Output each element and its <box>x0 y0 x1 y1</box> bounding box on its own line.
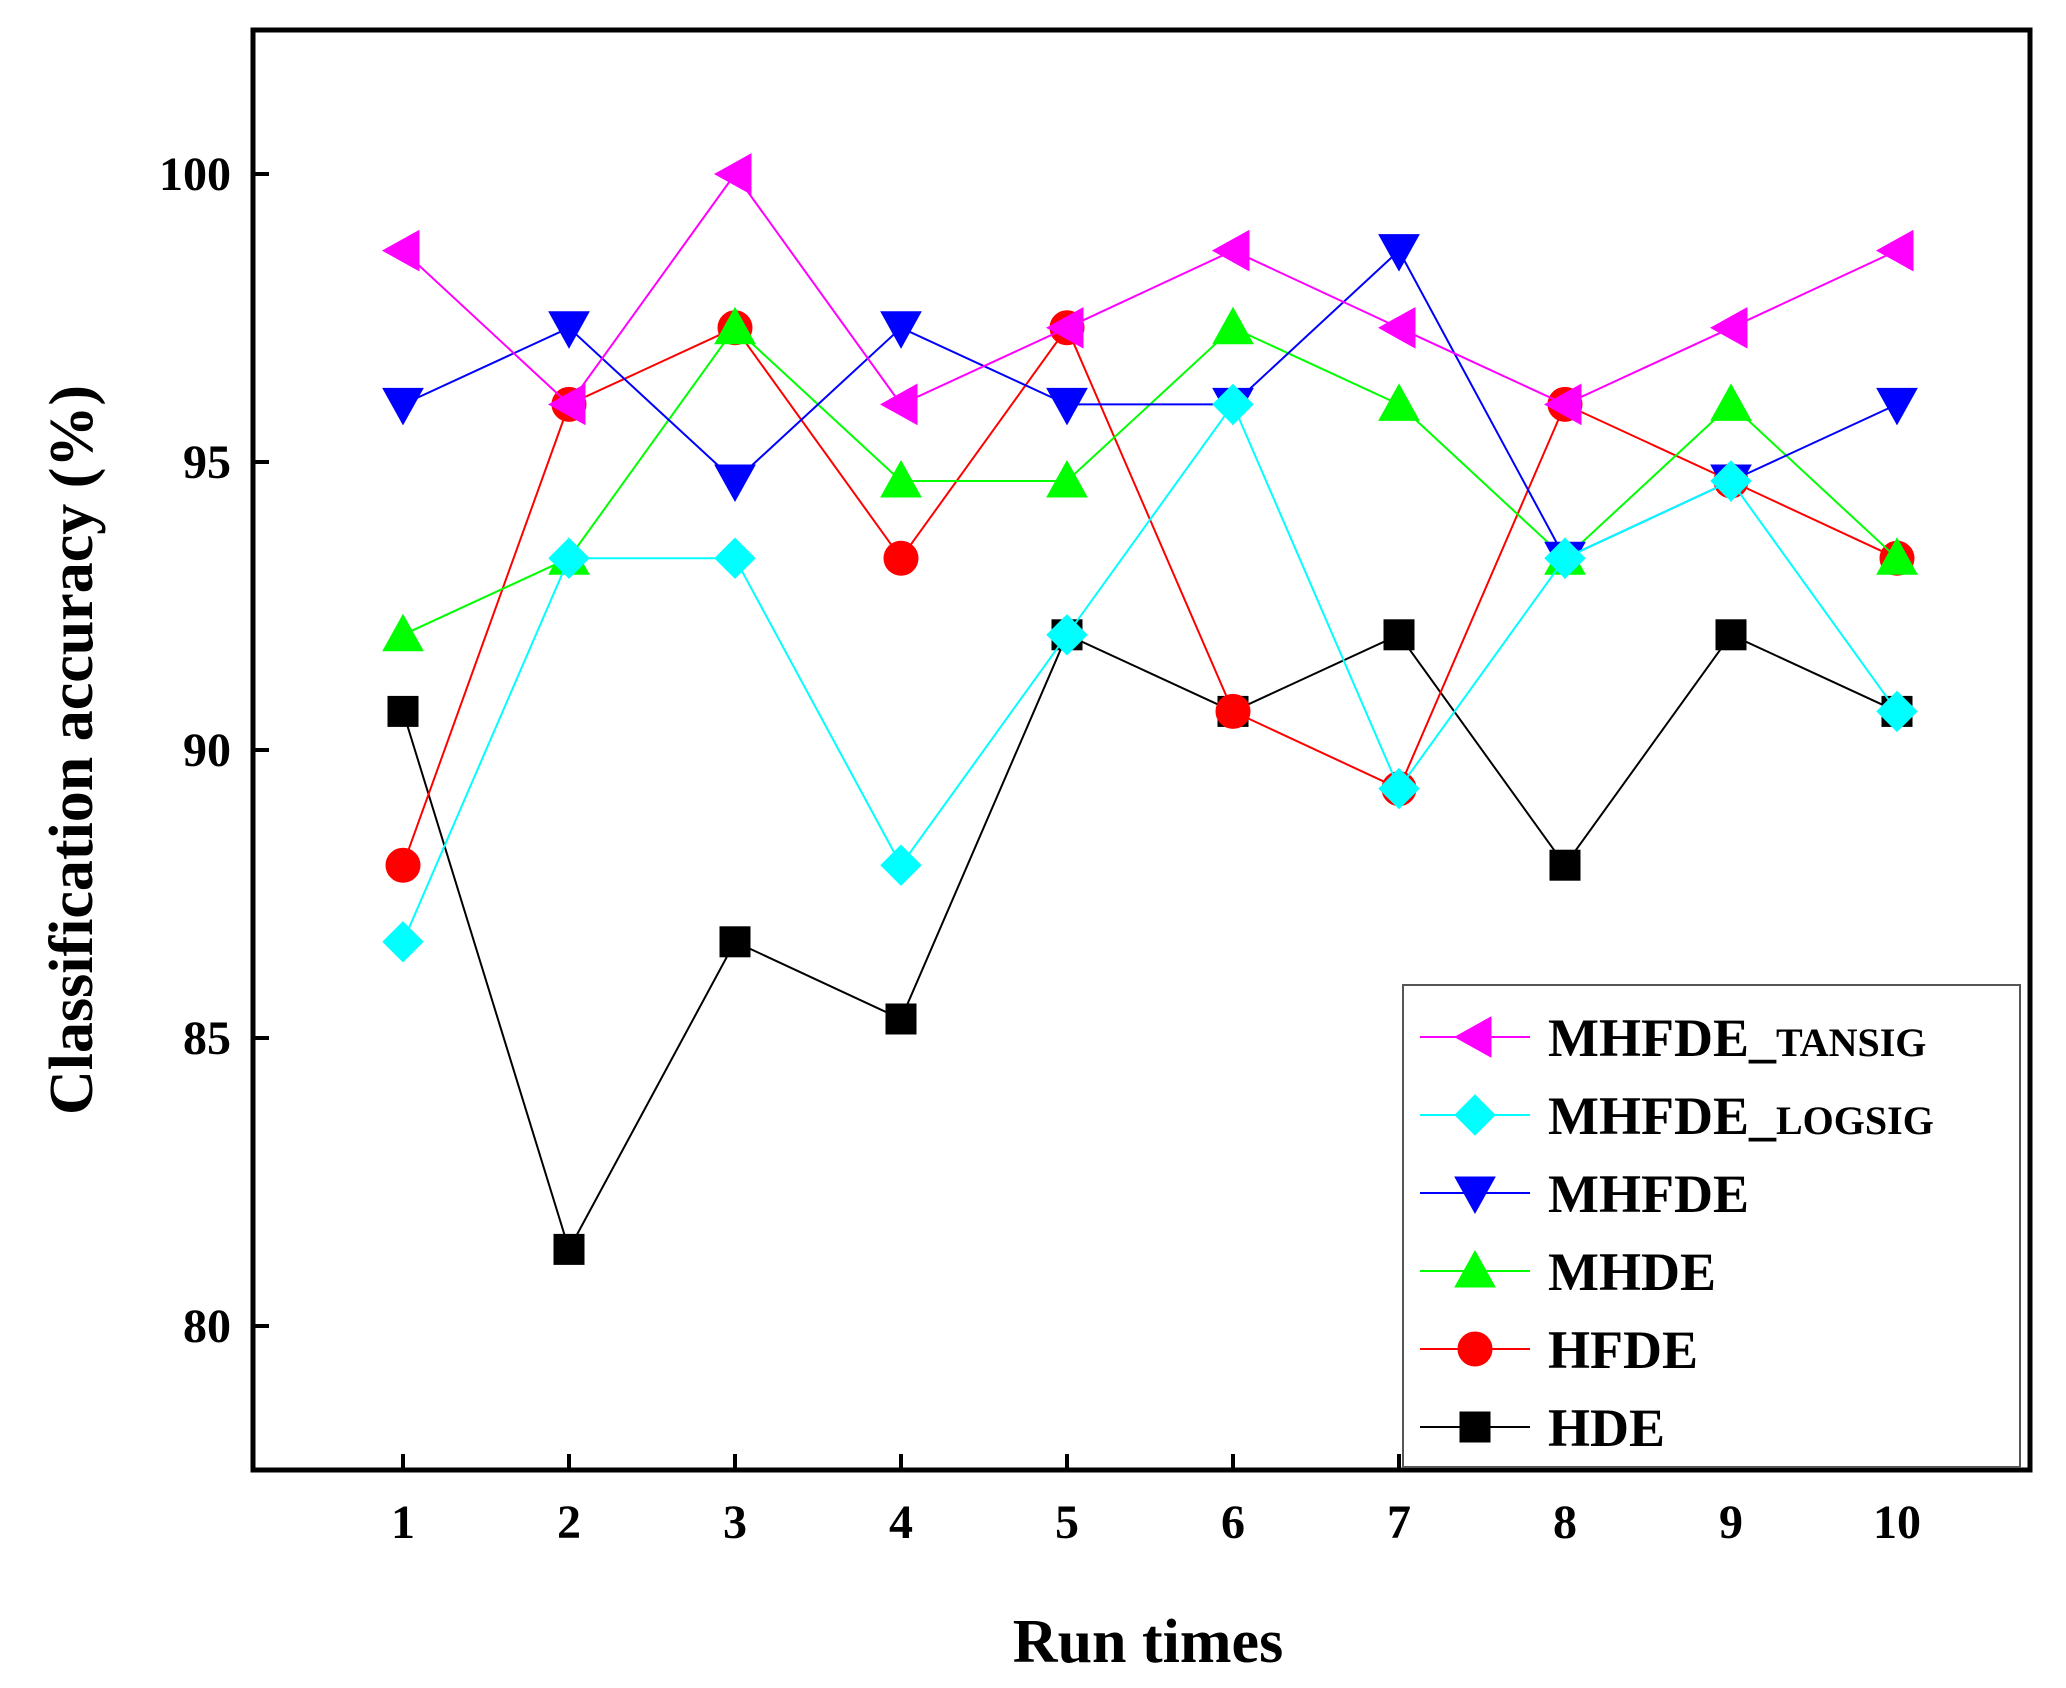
data-point <box>1715 619 1747 651</box>
data-point <box>547 383 586 426</box>
data-point <box>1046 459 1088 498</box>
y-tick-label: 80 <box>183 1300 231 1353</box>
data-point <box>880 311 922 349</box>
data-point <box>714 306 756 345</box>
data-point <box>381 229 420 272</box>
data-point <box>1876 387 1918 426</box>
series-line <box>402 633 1898 1252</box>
series-mhfde-tansig <box>381 153 1914 426</box>
legend-box <box>1402 984 2021 1468</box>
data-point <box>1046 387 1088 426</box>
x-tick-label: 6 <box>1221 1496 1245 1549</box>
x-tick-label: 10 <box>1873 1496 1921 1549</box>
x-axis: 1 2 3 4 5 6 7 8 9 10 <box>391 1454 1921 1549</box>
data-point <box>879 383 918 426</box>
data-point <box>880 459 922 498</box>
data-point <box>1549 849 1581 881</box>
legend-marker <box>1459 1411 1491 1443</box>
series-layer <box>381 153 1918 1265</box>
x-tick-label: 4 <box>889 1496 913 1549</box>
legend-item: HFDE <box>1420 1320 1698 1380</box>
x-tick-label: 1 <box>391 1496 415 1549</box>
x-tick-label: 7 <box>1387 1496 1411 1549</box>
data-point <box>385 847 421 883</box>
data-point <box>548 311 590 349</box>
data-point <box>719 926 751 958</box>
data-point <box>382 613 424 652</box>
legend-item: MHFDE_LOGSIG <box>1420 1086 1934 1146</box>
data-point <box>553 1233 585 1265</box>
legend-label: MHFDE <box>1548 1164 1749 1224</box>
x-tick-label: 3 <box>723 1496 747 1549</box>
data-point <box>1211 229 1250 272</box>
y-tick-label: 85 <box>183 1012 231 1065</box>
data-point <box>1710 460 1752 502</box>
data-point <box>1215 693 1251 729</box>
legend-label-main: HDE <box>1548 1398 1665 1458</box>
data-point <box>1710 383 1752 421</box>
data-point <box>1709 306 1748 349</box>
legend-label: HDE <box>1548 1398 1665 1458</box>
data-point <box>883 540 919 576</box>
legend-item: HDE <box>1420 1398 1665 1458</box>
x-tick-label: 9 <box>1719 1496 1743 1549</box>
legend-label-sub: LOGSIG <box>1776 1098 1934 1143</box>
legend-marker <box>1454 1249 1496 1288</box>
series-line <box>402 402 1898 943</box>
x-tick-label: 5 <box>1055 1496 1079 1549</box>
data-point <box>1378 383 1420 421</box>
legend-item: MHFDE <box>1420 1164 1749 1224</box>
data-point <box>548 537 590 579</box>
y-tick-label: 100 <box>159 148 231 201</box>
y-tick-label: 90 <box>183 724 231 777</box>
data-point <box>382 921 424 963</box>
legend-marker <box>1453 1016 1492 1058</box>
data-point <box>1543 383 1582 426</box>
data-point <box>1383 619 1415 651</box>
data-point <box>1875 229 1914 272</box>
legend-label-main: HFDE <box>1548 1320 1698 1380</box>
data-point <box>713 153 752 195</box>
y-axis-title: Classification accuracy (%) <box>38 385 106 1115</box>
legend-marker <box>1454 1176 1496 1215</box>
legend-label-main: MHFDE_ <box>1548 1008 1777 1068</box>
legend-label-main: MHFDE_ <box>1548 1086 1777 1146</box>
legend-label: MHDE <box>1548 1242 1716 1302</box>
legend-label: MHFDE_TANSIG <box>1548 1008 1926 1068</box>
data-point <box>714 464 756 503</box>
series-mhfde-logsig <box>382 383 1918 963</box>
data-point <box>1378 234 1420 272</box>
data-point <box>1544 537 1586 579</box>
x-tick-label: 2 <box>557 1496 581 1549</box>
data-point <box>382 387 424 426</box>
legend-label: HFDE <box>1548 1320 1698 1380</box>
x-axis-title: Run times <box>1013 1608 1283 1676</box>
data-point <box>714 537 756 579</box>
data-point <box>387 695 419 727</box>
legend-item: MHDE <box>1420 1242 1716 1302</box>
data-point <box>1377 306 1416 349</box>
legend-marker <box>1457 1331 1493 1367</box>
data-point <box>1876 690 1918 733</box>
x-tick-label: 8 <box>1553 1496 1577 1549</box>
legend-item: MHFDE_TANSIG <box>1420 1008 1926 1068</box>
data-point <box>1046 614 1088 656</box>
data-point <box>880 844 922 886</box>
data-point <box>1876 537 1918 575</box>
data-point <box>1378 767 1420 810</box>
data-point <box>1212 383 1254 426</box>
data-point <box>1212 306 1254 345</box>
legend-label-main: MHFDE <box>1548 1164 1749 1224</box>
legend-label-main: MHDE <box>1548 1242 1716 1302</box>
legend-label-sub: TANSIG <box>1776 1020 1926 1065</box>
series-line <box>402 172 1898 406</box>
data-point <box>1045 306 1084 349</box>
data-point <box>885 1003 917 1035</box>
legend-marker <box>1454 1094 1496 1136</box>
legend-label: MHFDE_LOGSIG <box>1548 1086 1934 1146</box>
y-tick-label: 95 <box>183 436 231 489</box>
y-axis: 80 85 90 95 100 <box>159 148 269 1353</box>
